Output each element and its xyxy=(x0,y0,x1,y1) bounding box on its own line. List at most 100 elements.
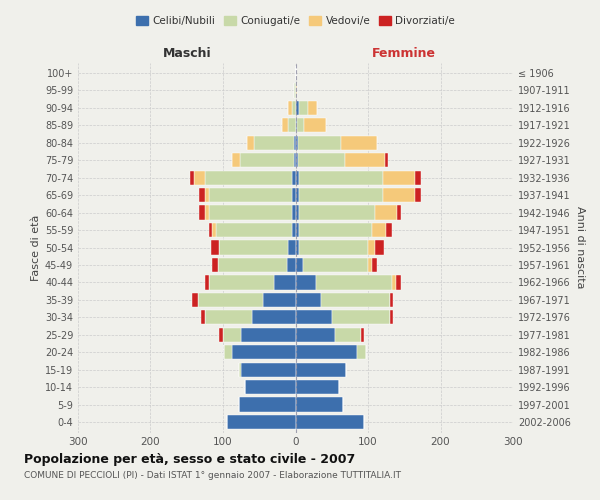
Bar xyxy=(371,223,386,237)
Bar xyxy=(212,223,216,237)
Bar xyxy=(283,118,288,132)
Bar xyxy=(299,188,383,202)
Bar xyxy=(296,170,299,185)
Bar xyxy=(197,292,263,307)
Bar xyxy=(368,258,371,272)
Bar xyxy=(211,240,220,254)
Bar xyxy=(296,380,339,394)
Bar xyxy=(199,188,205,202)
Bar xyxy=(292,206,296,220)
Text: Femmine: Femmine xyxy=(372,47,436,60)
Bar xyxy=(383,188,415,202)
Bar xyxy=(385,153,388,168)
Bar xyxy=(296,240,299,254)
Bar xyxy=(245,380,296,394)
Bar xyxy=(321,292,390,307)
Bar xyxy=(209,275,274,289)
Bar xyxy=(232,345,296,360)
Bar xyxy=(209,206,292,220)
Bar xyxy=(296,118,297,132)
Bar xyxy=(296,398,343,411)
Bar xyxy=(296,136,298,150)
Bar xyxy=(299,223,371,237)
Bar xyxy=(205,170,292,185)
Bar xyxy=(371,258,377,272)
Bar xyxy=(296,362,346,377)
Bar xyxy=(294,136,296,150)
Bar xyxy=(386,223,392,237)
Bar xyxy=(296,100,299,115)
Bar xyxy=(227,415,296,429)
Bar xyxy=(395,275,401,289)
Bar xyxy=(332,310,390,324)
Bar xyxy=(216,223,292,237)
Bar xyxy=(199,206,205,220)
Bar xyxy=(296,310,332,324)
Bar xyxy=(263,292,296,307)
Bar xyxy=(296,328,335,342)
Bar xyxy=(239,362,241,377)
Bar xyxy=(292,188,296,202)
Bar xyxy=(368,240,375,254)
Bar xyxy=(299,170,383,185)
Bar xyxy=(297,118,304,132)
Bar xyxy=(294,153,296,168)
Bar xyxy=(247,136,254,150)
Bar xyxy=(205,310,252,324)
Bar xyxy=(239,153,294,168)
Bar xyxy=(209,188,292,202)
Bar xyxy=(296,345,357,360)
Bar xyxy=(294,84,296,98)
Bar xyxy=(390,310,394,324)
Bar xyxy=(361,328,364,342)
Bar xyxy=(254,136,294,150)
Bar xyxy=(220,240,288,254)
Bar xyxy=(296,206,299,220)
Bar xyxy=(299,100,308,115)
Bar xyxy=(241,362,296,377)
Bar xyxy=(298,153,345,168)
Bar xyxy=(252,310,296,324)
Y-axis label: Fasce di età: Fasce di età xyxy=(31,214,41,280)
Text: COMUNE DI PECCIOLI (PI) - Dati ISTAT 1° gennaio 2007 - Elaborazione TUTTITALIA.I: COMUNE DI PECCIOLI (PI) - Dati ISTAT 1° … xyxy=(24,471,401,480)
Bar xyxy=(308,100,317,115)
Bar xyxy=(194,170,205,185)
Bar xyxy=(375,206,397,220)
Bar xyxy=(296,84,297,98)
Bar xyxy=(292,100,296,115)
Bar xyxy=(239,398,296,411)
Bar xyxy=(292,223,296,237)
Bar xyxy=(192,292,197,307)
Bar xyxy=(397,206,401,220)
Bar xyxy=(209,223,212,237)
Bar xyxy=(232,153,239,168)
Bar xyxy=(303,258,368,272)
Bar xyxy=(220,328,223,342)
Bar xyxy=(241,328,296,342)
Bar xyxy=(299,240,368,254)
Bar xyxy=(223,328,241,342)
Bar xyxy=(316,275,392,289)
Bar xyxy=(390,292,394,307)
Y-axis label: Anni di nascita: Anni di nascita xyxy=(575,206,585,289)
Bar xyxy=(205,275,209,289)
Legend: Celibi/Nubili, Coniugati/e, Vedovi/e, Divorziati/e: Celibi/Nubili, Coniugati/e, Vedovi/e, Di… xyxy=(132,12,459,30)
Bar xyxy=(212,258,218,272)
Bar xyxy=(296,153,298,168)
Bar xyxy=(392,275,395,289)
Bar xyxy=(224,345,232,360)
Bar xyxy=(296,275,316,289)
Bar xyxy=(345,153,385,168)
Bar xyxy=(375,240,384,254)
Bar xyxy=(357,345,366,360)
Bar xyxy=(304,118,326,132)
Bar xyxy=(190,170,194,185)
Bar xyxy=(415,188,421,202)
Bar xyxy=(296,415,364,429)
Text: Popolazione per età, sesso e stato civile - 2007: Popolazione per età, sesso e stato civil… xyxy=(24,452,355,466)
Bar xyxy=(201,310,205,324)
Bar xyxy=(341,136,377,150)
Bar xyxy=(218,258,287,272)
Bar xyxy=(288,118,296,132)
Bar xyxy=(415,170,421,185)
